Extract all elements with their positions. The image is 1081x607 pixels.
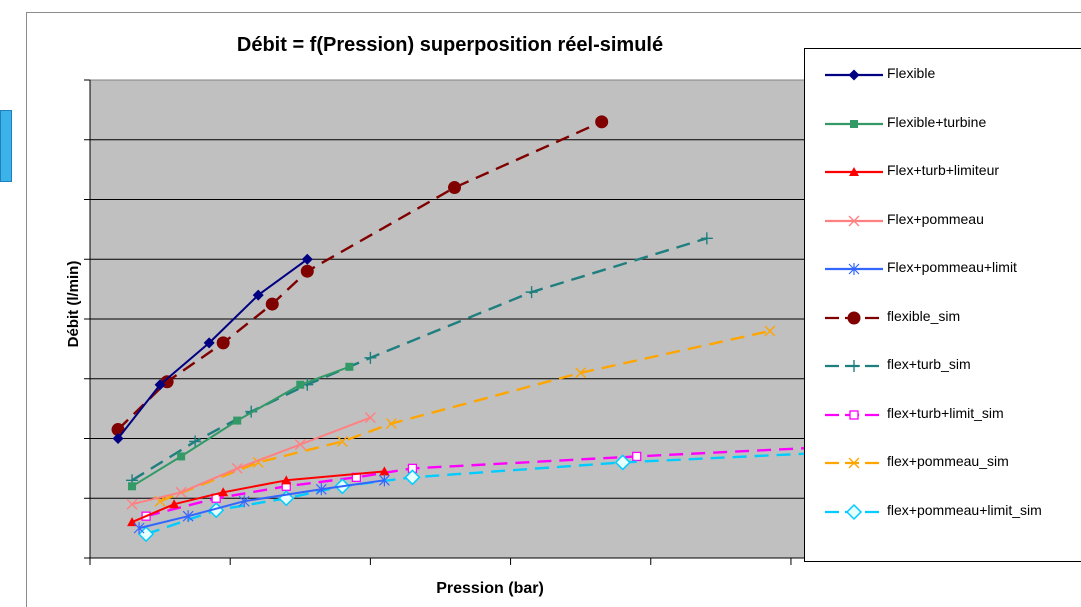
- data-point-flex-turb-limiteur: [218, 487, 229, 497]
- left-accent-tab: [0, 110, 12, 182]
- data-point-flex-turb-sim: [364, 351, 377, 364]
- legend-marker-flex-pommeau-limit: [848, 263, 860, 275]
- data-point-flex-pommeau: [231, 462, 243, 474]
- legend-marker-flex-turb-limiteur: [849, 167, 859, 176]
- data-point-flex-turb-limiteur: [379, 466, 390, 476]
- legend-swatch-flex-pommeau-limit: [825, 263, 883, 275]
- legend-swatch-flex-pommeau-limit-sim: [825, 503, 883, 520]
- data-point-flex-pommeau-sim: [385, 418, 397, 430]
- legend-marker-flex-pommeau: [848, 215, 860, 226]
- data-point-flexible-turbine: [345, 362, 354, 371]
- data-point-flex-pommeau-sim: [575, 367, 587, 379]
- legend-item-flex-turb-sim: flex+turb_sim: [805, 354, 1081, 378]
- legend-label-flexible-sim: flexible_sim: [887, 307, 961, 324]
- data-point-flexible: [112, 433, 124, 444]
- data-point-flex-turb-sim: [189, 435, 202, 448]
- data-point-flexible-sim: [447, 181, 461, 195]
- legend-swatch-flexible: [825, 69, 883, 81]
- data-point-flex-pommeau-limit: [182, 510, 194, 523]
- legend-item-flexible-sim: flexible_sim: [805, 306, 1081, 330]
- data-point-flex-turb-sim: [700, 232, 713, 245]
- data-point-flex-pommeau: [294, 438, 306, 450]
- data-point-flex-pommeau-limit-sim: [404, 469, 421, 486]
- legend-marker-flex-turb-limit-sim: [849, 409, 859, 420]
- legend-item-flexible: Flexible: [805, 63, 1081, 87]
- data-point-flexible: [203, 337, 215, 349]
- legend-item-flexible-turbine: Flexible+turbine: [805, 112, 1081, 136]
- legend-label-flexible-turbine: Flexible+turbine: [887, 113, 987, 130]
- legend-swatch-flex-turb-sim: [825, 360, 883, 372]
- data-point-flexible-turbine: [177, 452, 186, 461]
- legend-item-flex-pommeau-limit-sim: flex+pommeau+limit_sim: [805, 500, 1081, 524]
- legend-item-flex-pommeau-sim: flex+pommeau_sim: [805, 451, 1081, 475]
- legend-marker-flexible-turbine: [850, 119, 858, 128]
- data-point-flexible-turbine: [128, 482, 137, 491]
- legend-item-flex-turb-limit-sim: flex+turb+limit_sim: [805, 403, 1081, 427]
- data-point-flex-pommeau-limit: [238, 495, 250, 508]
- legend-marker-flexible-sim: [847, 311, 861, 324]
- data-point-flex-pommeau-limit: [315, 483, 327, 496]
- data-point-flexible-sim: [595, 115, 609, 129]
- legend-label-flexible: Flexible: [887, 65, 936, 81]
- legend-swatch-flex-pommeau: [825, 215, 883, 226]
- legend-item-flex-pommeau: Flex+pommeau: [805, 209, 1081, 233]
- data-point-flex-turb-limiteur: [281, 475, 292, 485]
- legend-label-flex-turb-limit-sim: flex+turb+limit_sim: [887, 404, 1004, 421]
- legend-marker-flex-pommeau-sim: [848, 457, 860, 469]
- legend-marker-flex-pommeau-limit-sim: [845, 503, 863, 520]
- legend-item-flex-turb-limiteur: Flex+turb+limiteur: [805, 160, 1081, 184]
- data-point-flex-pommeau-limit-sim: [138, 526, 155, 543]
- data-point-flex-pommeau-sim: [336, 435, 348, 447]
- legend-label-flex-turb-limiteur: Flex+turb+limiteur: [887, 162, 1000, 178]
- legend-label-flex-pommeau-limit: Flex+pommeau+limit: [887, 259, 1017, 275]
- chart-title: Débit = f(Pression) superposition réel-s…: [236, 34, 664, 56]
- data-point-flexible: [252, 289, 264, 301]
- data-point-flex-pommeau-sim: [764, 325, 776, 337]
- x-axis-title: Pression (bar): [436, 580, 544, 597]
- data-point-flexible-turbine: [296, 380, 305, 389]
- y-axis-title: Débit (l/min): [65, 260, 82, 348]
- legend-swatch-flex-turb-limiteur: [825, 167, 883, 176]
- legend-label-flex-pommeau-limit-sim: flex+pommeau+limit_sim: [887, 501, 1042, 518]
- legend-swatch-flex-turb-limit-sim: [825, 409, 883, 420]
- data-point-flex-pommeau-limit: [133, 522, 145, 535]
- legend-swatch-flexible-sim: [825, 311, 883, 324]
- data-point-flex-turb-limit-sim: [632, 451, 642, 462]
- legend-swatch-flex-pommeau-sim: [825, 457, 883, 469]
- data-point-flexible-turbine: [233, 416, 242, 425]
- data-point-flex-turb-limiteur: [169, 499, 180, 509]
- legend-marker-flex-turb-sim: [848, 360, 860, 372]
- legend-marker-flexible: [848, 69, 860, 81]
- series-line-flex-pommeau-sim: [159, 329, 771, 503]
- data-point-flexible-sim: [300, 264, 314, 278]
- data-point-flex-pommeau: [364, 412, 376, 424]
- legend-swatch-flexible-turbine: [825, 119, 883, 128]
- legend-item-flex-pommeau-limit: Flex+pommeau+limit: [805, 257, 1081, 281]
- data-point-flex-pommeau: [175, 486, 187, 498]
- chart-legend: Flexible Flexible+turbine Flex+turb+limite…: [804, 48, 1081, 562]
- legend-label-flex-pommeau: Flex+pommeau: [887, 210, 984, 227]
- data-point-flexible-sim: [216, 336, 230, 350]
- data-point-flex-pommeau-limit-sim: [614, 454, 631, 471]
- data-point-flexible: [301, 253, 313, 265]
- data-point-flexible-sim: [265, 297, 279, 311]
- data-point-flex-turb-sim: [525, 286, 538, 299]
- data-point-flexible: [154, 379, 166, 391]
- data-point-flex-pommeau: [126, 498, 138, 510]
- legend-label-flex-pommeau-sim: flex+pommeau_sim: [887, 453, 1009, 469]
- legend-label-flex-turb-sim: flex+turb_sim: [887, 356, 971, 372]
- data-point-flex-pommeau-limit: [378, 474, 390, 487]
